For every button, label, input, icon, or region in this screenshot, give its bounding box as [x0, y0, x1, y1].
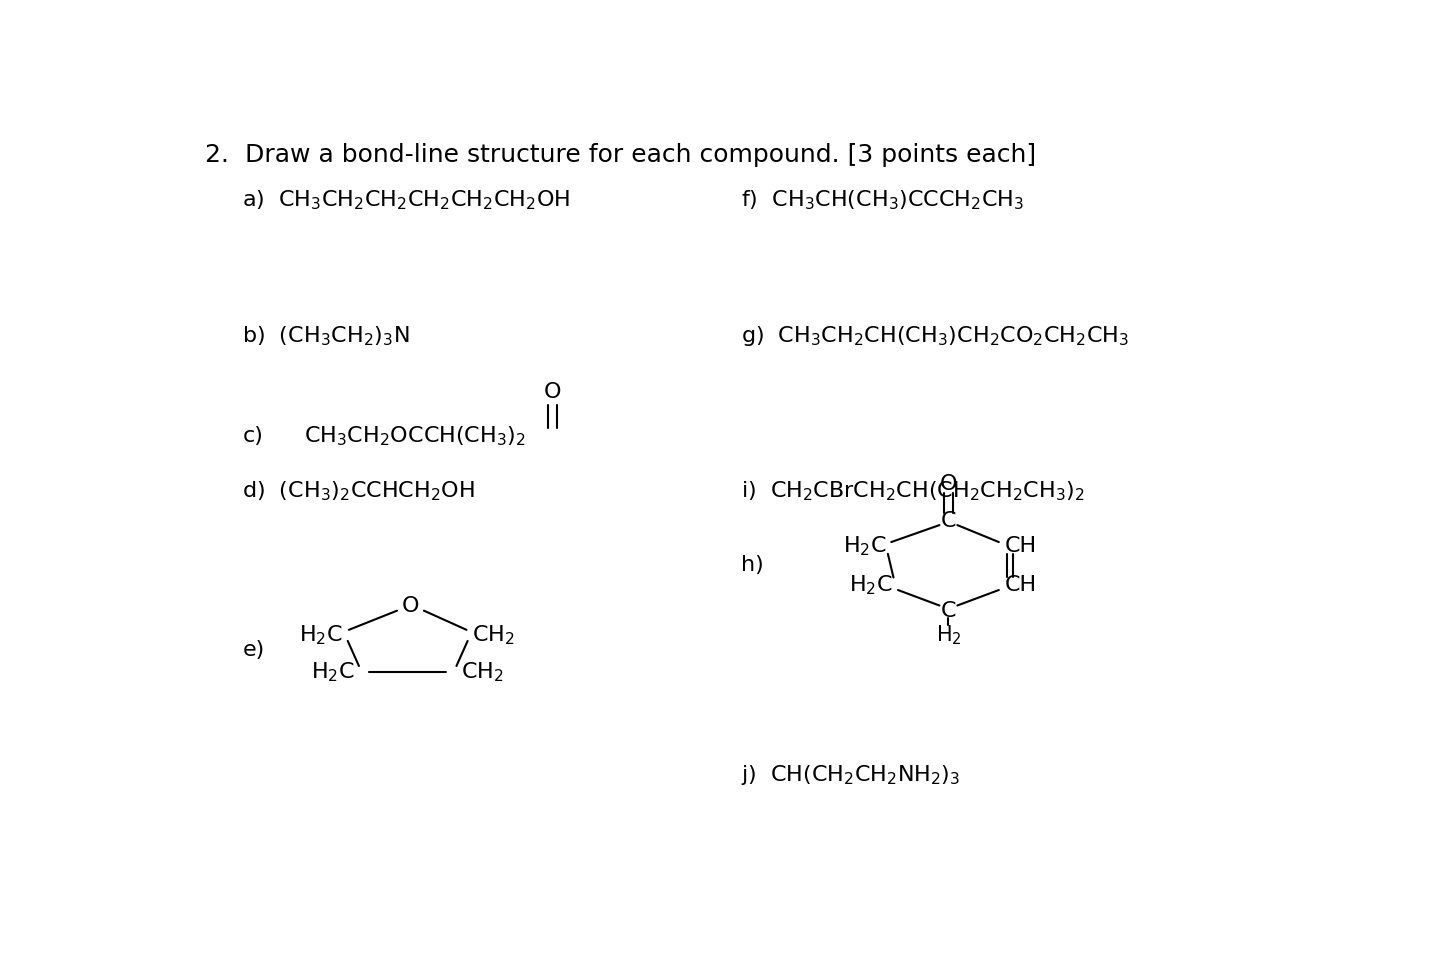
Text: H$_2$C: H$_2$C [299, 624, 343, 647]
Text: h): h) [742, 555, 763, 575]
Text: a)  CH$_3$CH$_2$CH$_2$CH$_2$CH$_2$CH$_2$OH: a) CH$_3$CH$_2$CH$_2$CH$_2$CH$_2$CH$_2$O… [243, 188, 571, 212]
Text: j)  CH(CH$_2$CH$_2$NH$_2$)$_3$: j) CH(CH$_2$CH$_2$NH$_2$)$_3$ [742, 764, 960, 787]
Text: 2.  Draw a bond-line structure for each compound. [3 points each]: 2. Draw a bond-line structure for each c… [205, 143, 1037, 167]
Text: H$_2$C: H$_2$C [311, 660, 354, 684]
Text: CH: CH [1005, 536, 1037, 557]
Text: CH$_2$: CH$_2$ [471, 624, 515, 647]
Text: O: O [402, 596, 419, 615]
Text: d)  (CH$_3$)$_2$CCHCH$_2$OH: d) (CH$_3$)$_2$CCHCH$_2$OH [243, 479, 476, 503]
Text: H$_2$: H$_2$ [936, 624, 962, 647]
Text: H$_2$C: H$_2$C [843, 535, 886, 559]
Text: e): e) [243, 640, 265, 660]
Text: O: O [940, 474, 957, 493]
Text: c): c) [243, 426, 263, 445]
Text: CH$_3$CH$_2$OCCH(CH$_3$)$_2$: CH$_3$CH$_2$OCCH(CH$_3$)$_2$ [304, 424, 526, 447]
Text: i)  CH$_2$CBrCH$_2$CH(CH$_2$CH$_2$CH$_3$)$_2$: i) CH$_2$CBrCH$_2$CH(CH$_2$CH$_2$CH$_3$)… [742, 479, 1084, 503]
Text: CH$_2$: CH$_2$ [461, 660, 503, 684]
Text: H$_2$C: H$_2$C [849, 573, 892, 597]
Text: O: O [544, 381, 561, 401]
Text: CH: CH [1005, 575, 1037, 595]
Text: C: C [941, 511, 956, 531]
Text: C: C [941, 601, 956, 621]
Text: g)  CH$_3$CH$_2$CH(CH$_3$)CH$_2$CO$_2$CH$_2$CH$_3$: g) CH$_3$CH$_2$CH(CH$_3$)CH$_2$CO$_2$CH$… [742, 324, 1129, 349]
Text: b)  (CH$_3$CH$_2$)$_3$N: b) (CH$_3$CH$_2$)$_3$N [243, 325, 409, 348]
Text: f)  CH$_3$CH(CH$_3$)CCCH$_2$CH$_3$: f) CH$_3$CH(CH$_3$)CCCH$_2$CH$_3$ [742, 188, 1024, 212]
